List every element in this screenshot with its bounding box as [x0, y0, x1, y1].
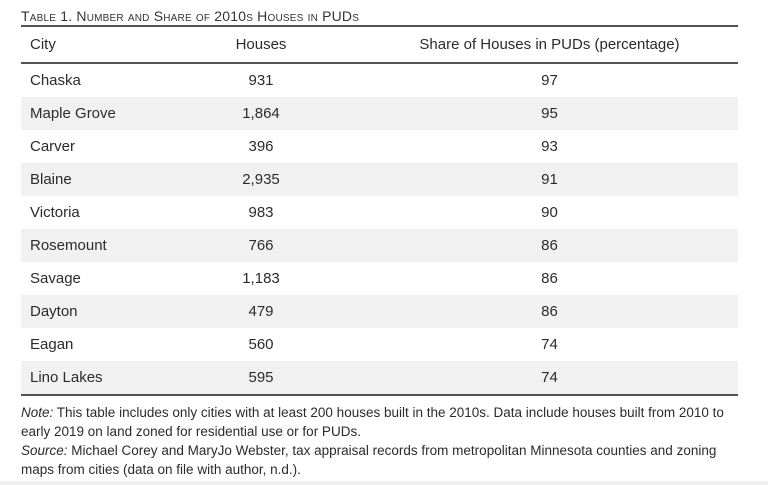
source-text: Michael Corey and MaryJo Webster, tax ap… [21, 443, 717, 477]
table-row: Dayton 479 86 [21, 295, 738, 328]
cell-share: 86 [541, 237, 558, 254]
cell-houses: 2,935 [242, 171, 280, 188]
table-row: Blaine 2,935 91 [21, 163, 738, 196]
column-header-share: Share of Houses in PUDs (percentage) [419, 36, 680, 53]
table-row: Rosemount 766 86 [21, 229, 738, 262]
cell-houses: 766 [248, 237, 274, 254]
note-text: This table includes only cities with at … [21, 405, 724, 439]
column-header-city: City [30, 36, 56, 53]
cell-houses: 560 [248, 336, 274, 353]
cell-city: Blaine [30, 171, 72, 188]
cell-share: 86 [541, 303, 558, 320]
cell-city: Lino Lakes [30, 369, 103, 386]
cell-share: 95 [541, 105, 558, 122]
cell-houses: 479 [248, 303, 274, 320]
table-row: Lino Lakes 595 74 [21, 361, 738, 395]
cell-share: 93 [541, 138, 558, 155]
cell-city: Carver [30, 138, 76, 155]
cell-share: 91 [541, 171, 558, 188]
cell-share: 74 [541, 369, 558, 386]
source-paragraph: Source: Michael Corey and MaryJo Webster… [21, 441, 745, 479]
note-paragraph: Note: This table includes only cities wi… [21, 403, 745, 441]
cell-share: 90 [541, 204, 558, 221]
table-notes: Note: This table includes only cities wi… [21, 403, 745, 479]
cell-houses: 1,864 [242, 105, 280, 122]
table-body: Chaska 931 97 Maple Grove 1,864 95 Carve… [21, 63, 738, 395]
cell-houses: 983 [248, 204, 274, 221]
table-row: Eagan 560 74 [21, 328, 738, 361]
header-row: City Houses Share of Houses in PUDs (per… [21, 26, 738, 63]
cell-city: Savage [30, 270, 81, 287]
cell-share: 74 [541, 336, 558, 353]
cell-city: Dayton [30, 303, 78, 320]
page-bottom-edge [0, 481, 768, 485]
table-row: Maple Grove 1,864 95 [21, 97, 738, 130]
table-row: Chaska 931 97 [21, 63, 738, 97]
cell-city: Eagan [30, 336, 74, 353]
cell-houses: 1,183 [242, 270, 280, 287]
note-label: Note: [21, 405, 54, 420]
cell-share: 97 [541, 72, 558, 89]
cell-city: Rosemount [30, 237, 107, 254]
table-title: Table 1. Number and Share of 2010s House… [21, 8, 360, 24]
column-header-houses: Houses [235, 36, 287, 53]
cell-city: Maple Grove [30, 105, 116, 122]
puds-table: City Houses Share of Houses in PUDs (per… [21, 25, 738, 396]
cell-houses: 595 [248, 369, 274, 386]
cell-houses: 396 [248, 138, 274, 155]
cell-city: Chaska [30, 72, 81, 89]
source-label: Source: [21, 443, 68, 458]
table-row: Victoria 983 90 [21, 196, 738, 229]
cell-city: Victoria [30, 204, 80, 221]
table-row: Savage 1,183 86 [21, 262, 738, 295]
cell-houses: 931 [248, 72, 274, 89]
table-row: Carver 396 93 [21, 130, 738, 163]
cell-share: 86 [541, 270, 558, 287]
